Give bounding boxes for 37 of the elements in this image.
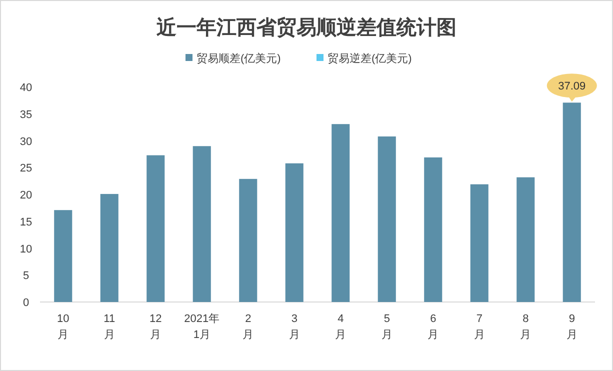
legend-label: 贸易逆差(亿美元)	[328, 52, 412, 65]
bar	[54, 210, 72, 302]
y-tick-label: 20	[20, 190, 32, 202]
y-tick-label: 30	[20, 136, 32, 148]
bar	[285, 163, 304, 302]
bar	[100, 194, 118, 302]
legend-label: 贸易顺差(亿美元)	[196, 52, 281, 65]
x-tick-label: 2021年 1月	[184, 313, 220, 341]
y-tick-label: 5	[22, 270, 30, 282]
bar	[332, 124, 350, 302]
x-tick-label: 10 月	[57, 313, 70, 341]
bar	[516, 177, 535, 302]
x-tick-label: 3 月	[288, 313, 300, 341]
x-tick-label: 11 月	[104, 313, 116, 341]
bar	[470, 184, 488, 302]
x-tick-label: 5 月	[381, 313, 392, 341]
y-tick-label: 25	[20, 162, 32, 175]
bar	[378, 136, 396, 302]
x-tick-label: 7 月	[474, 313, 485, 341]
bar	[424, 157, 442, 302]
y-tick-label: 15	[20, 216, 32, 228]
x-tick-label: 9 月	[566, 313, 578, 341]
bar	[562, 102, 581, 302]
y-tick-label: 40	[20, 82, 32, 94]
x-tick-label: 4 月	[335, 313, 346, 341]
data-label: 37.09	[558, 80, 586, 93]
y-tick-label: 35	[20, 108, 32, 121]
bar	[239, 178, 258, 302]
bar	[192, 146, 211, 302]
y-tick-label: 10	[20, 243, 32, 256]
x-tick-label: 2 月	[242, 313, 254, 341]
x-tick-label: 12 月	[150, 313, 162, 341]
x-tick-label: 8 月	[520, 313, 532, 341]
chart-title: 近一年江西省贸易顺逆差值统计图	[156, 16, 456, 39]
y-tick-label: 0	[22, 297, 30, 309]
bar	[146, 155, 165, 302]
x-tick-label: 6 月	[428, 313, 439, 341]
